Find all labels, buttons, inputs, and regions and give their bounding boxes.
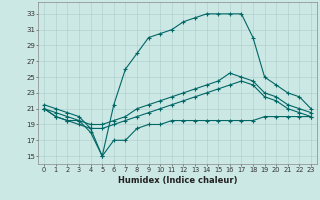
X-axis label: Humidex (Indice chaleur): Humidex (Indice chaleur) — [118, 176, 237, 185]
